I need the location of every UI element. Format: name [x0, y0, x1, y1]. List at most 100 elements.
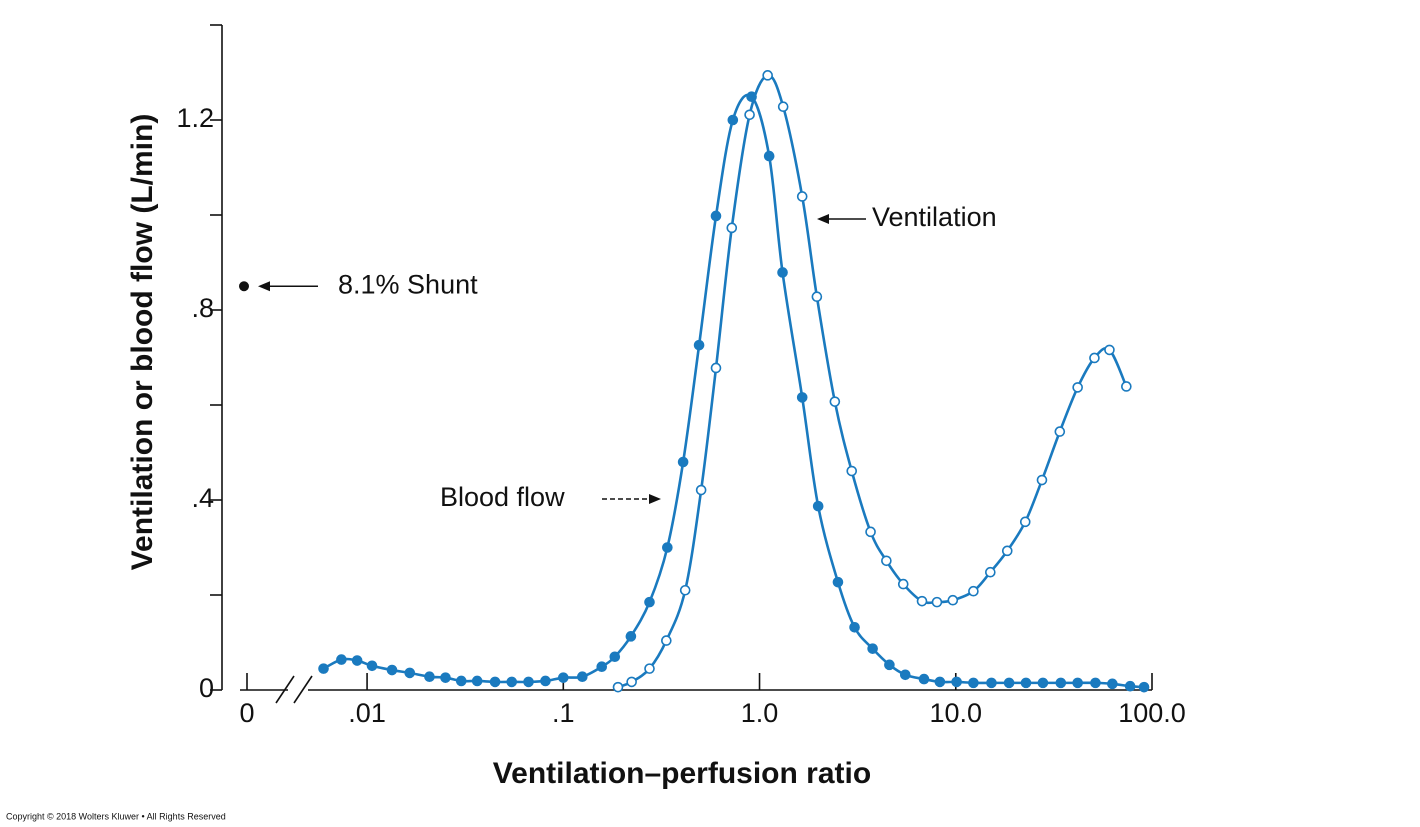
- data-point: [404, 667, 416, 679]
- y-tick-label: .8: [191, 293, 214, 323]
- data-point: [796, 392, 808, 403]
- data-point: [336, 654, 347, 665]
- data-point: [644, 596, 655, 608]
- x-tick-label: 10.0: [929, 698, 982, 728]
- data-point: [777, 267, 788, 278]
- x-tick-label: 0: [239, 698, 254, 728]
- data-point: [846, 465, 858, 477]
- data-point: [386, 664, 398, 676]
- data-point: [1124, 680, 1136, 692]
- arrow-head: [649, 494, 661, 504]
- data-point: [625, 631, 637, 642]
- data-point: [577, 671, 588, 683]
- data-point: [1138, 681, 1150, 693]
- x-tick-label: .1: [552, 698, 575, 728]
- axis-break: [293, 675, 313, 704]
- data-point: [318, 663, 329, 674]
- y-tick-label: 1.2: [176, 103, 214, 133]
- data-point: [612, 681, 624, 693]
- data-point: [812, 500, 824, 512]
- data-point: [471, 675, 483, 687]
- data-point: [796, 191, 808, 202]
- data-point: [506, 676, 518, 688]
- data-point: [1003, 677, 1015, 689]
- data-point: [644, 663, 655, 674]
- data-point: [1090, 677, 1101, 689]
- data-point: [661, 635, 672, 646]
- data-point: [523, 676, 534, 688]
- arrow-head: [258, 281, 270, 292]
- data-point: [849, 621, 860, 633]
- data-point: [934, 676, 946, 688]
- data-point: [947, 594, 959, 606]
- data-point: [951, 676, 962, 688]
- data-point: [762, 70, 773, 81]
- data-point: [1054, 426, 1066, 437]
- data-point: [727, 114, 739, 126]
- data-point: [1072, 382, 1083, 393]
- data-point: [1001, 545, 1013, 557]
- data-point: [985, 566, 996, 578]
- data-point: [918, 673, 930, 685]
- data-point: [1019, 516, 1031, 528]
- data-point: [777, 101, 789, 112]
- data-point: [968, 677, 979, 689]
- copyright: Copyright © 2018 Wolters Kluwer • All Ri…: [6, 811, 226, 821]
- data-point: [1072, 677, 1083, 689]
- data-point: [626, 676, 637, 688]
- data-point: [489, 676, 501, 688]
- data-point: [679, 584, 691, 596]
- data-point: [596, 661, 608, 673]
- data-point: [763, 150, 775, 162]
- y-axis-label: Ventilation or blood flow (L/min): [126, 114, 159, 571]
- data-point: [986, 677, 997, 689]
- series-label: Blood flow: [440, 482, 565, 512]
- data-point: [931, 596, 943, 608]
- arrow-head: [817, 214, 829, 224]
- data-point: [897, 578, 909, 590]
- data-point: [1089, 352, 1100, 364]
- data-point: [968, 585, 979, 597]
- data-point: [662, 542, 673, 553]
- shunt-label: 8.1% Shunt: [338, 269, 478, 299]
- x-tick-label: 1.0: [741, 698, 779, 728]
- series-label: Ventilation: [872, 202, 997, 232]
- data-point: [366, 660, 378, 672]
- x-tick-label: 100.0: [1118, 698, 1186, 728]
- data-point: [558, 672, 569, 683]
- data-point: [1020, 677, 1032, 689]
- y-tick-label: 0: [199, 673, 214, 703]
- shunt-point: [239, 281, 249, 292]
- data-point: [440, 672, 451, 683]
- data-point: [916, 595, 928, 607]
- series-line: [322, 93, 1145, 689]
- data-point: [424, 671, 435, 683]
- data-point: [726, 222, 738, 234]
- data-point: [884, 659, 895, 671]
- data-point: [832, 576, 844, 588]
- data-point: [609, 651, 621, 663]
- data-point: [1121, 381, 1132, 392]
- data-point: [1055, 677, 1067, 689]
- data-point: [1037, 677, 1049, 689]
- data-point: [865, 526, 876, 538]
- data-point: [540, 675, 551, 687]
- data-point: [455, 675, 467, 687]
- data-point: [1036, 474, 1048, 486]
- y-tick-label: .4: [191, 483, 214, 513]
- data-point: [695, 484, 707, 496]
- x-tick-label: .01: [348, 698, 386, 728]
- data-point: [677, 456, 689, 468]
- data-point: [881, 555, 892, 567]
- data-point: [710, 362, 722, 374]
- data-point: [899, 669, 911, 681]
- data-point: [710, 210, 722, 222]
- data-point: [829, 396, 841, 407]
- data-point: [351, 655, 363, 666]
- x-axis-label: Ventilation–perfusion ratio: [493, 757, 871, 790]
- data-point: [1107, 678, 1118, 690]
- data-point: [1104, 344, 1115, 356]
- data-point: [693, 339, 705, 351]
